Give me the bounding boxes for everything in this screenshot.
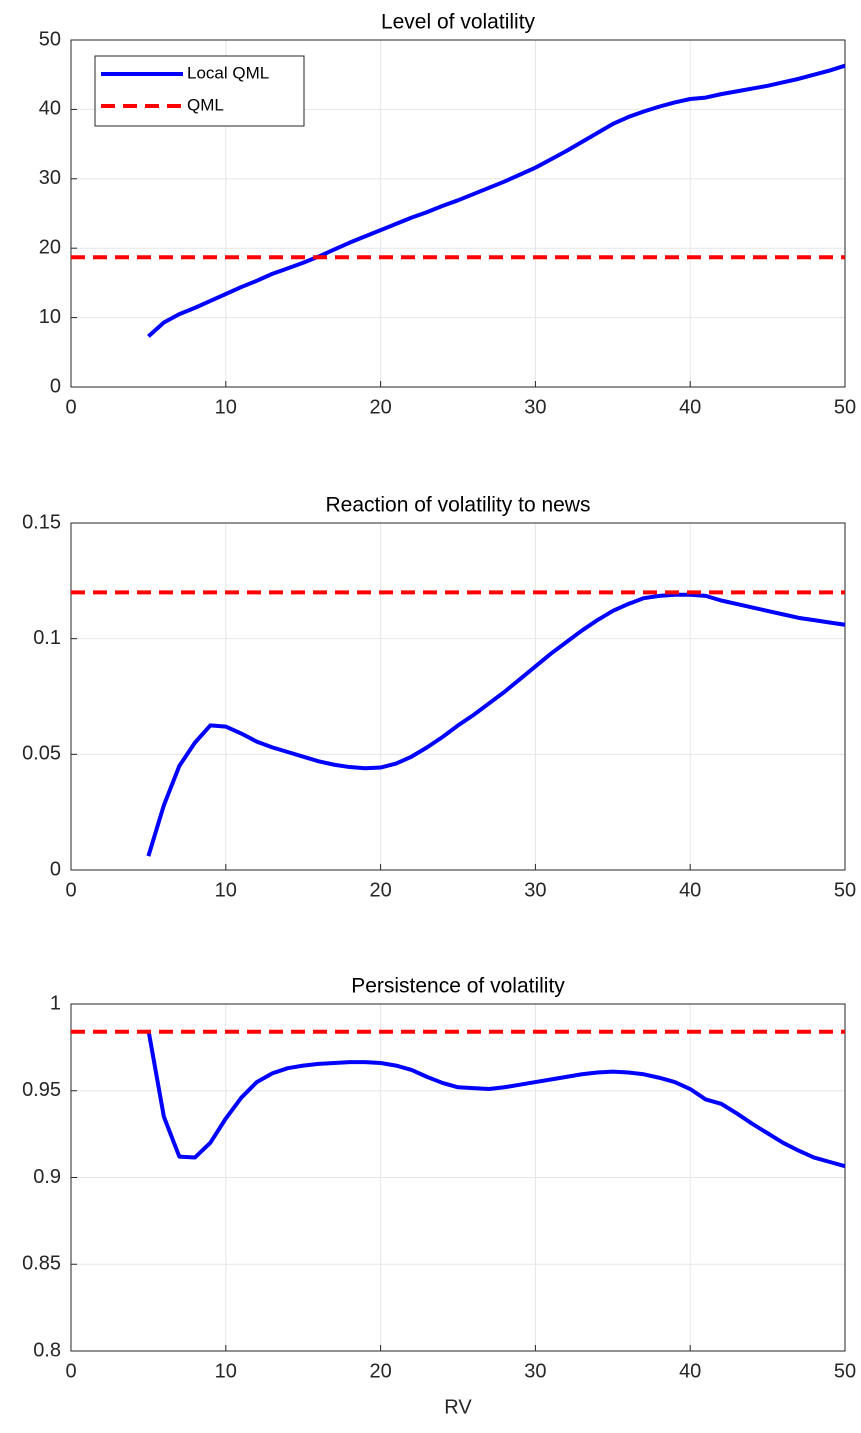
x-tick-label: 40 — [679, 396, 701, 418]
y-tick-label: 50 — [39, 28, 61, 50]
x-tick-label: 10 — [215, 396, 237, 418]
x-tick-label: 30 — [524, 879, 546, 901]
subplot: 0 10 20 30 40 50 0.8 0.85 0.9 0.95 1 Persistence of… — [22, 975, 856, 1419]
subplot: 0 10 20 30 40 50 0 10 20 30 40 50 Level of volatilit… — [39, 11, 856, 419]
chart-title: Level of volatility — [381, 11, 536, 34]
y-tick-label: 10 — [39, 306, 61, 328]
x-tick-label: 50 — [834, 396, 856, 418]
legend-label: Local QML — [187, 63, 269, 82]
y-tick-label: 0.85 — [22, 1253, 61, 1275]
x-tick-label: 30 — [524, 396, 546, 418]
subplot: 0 10 20 30 40 50 0 0.05 0.1 0.15 Reaction of volat… — [22, 494, 856, 902]
x-tick-label: 20 — [369, 1360, 391, 1382]
x-tick-label: 0 — [65, 1360, 76, 1382]
x-axis-label: RV — [444, 1396, 472, 1418]
data-line — [147, 63, 846, 338]
legend: Local QML QML — [94, 55, 305, 127]
y-tick-label: 40 — [39, 98, 61, 120]
y-tick-label: 0.8 — [33, 1339, 61, 1361]
y-tick-label: 0.1 — [33, 627, 61, 649]
data-line — [146, 592, 846, 857]
x-tick-label: 10 — [215, 879, 237, 901]
x-tick-label: 50 — [834, 1360, 856, 1382]
axes-box — [70, 39, 846, 388]
plot-area — [71, 523, 845, 870]
x-tick-label: 30 — [524, 1360, 546, 1382]
x-tick-label: 50 — [834, 879, 856, 901]
y-tick-label: 30 — [39, 167, 61, 189]
y-tick-label: 0.15 — [22, 511, 61, 533]
y-tick-label: 20 — [39, 236, 61, 258]
y-tick-label: 0.05 — [22, 743, 61, 765]
x-tick-label: 20 — [369, 879, 391, 901]
chart-title: Reaction of volatility to news — [326, 494, 591, 517]
legend-box — [94, 55, 305, 127]
y-tick-label: 0 — [50, 375, 61, 397]
x-tick-label: 0 — [65, 879, 76, 901]
x-tick-label: 0 — [65, 396, 76, 418]
x-tick-label: 40 — [679, 879, 701, 901]
y-tick-label: 0 — [50, 858, 61, 880]
x-tick-label: 40 — [679, 1360, 701, 1382]
data-line — [146, 1029, 846, 1169]
x-tick-label: 10 — [215, 1360, 237, 1382]
y-tick-label: 1 — [50, 992, 61, 1014]
y-tick-label: 0.95 — [22, 1079, 61, 1101]
axes-box — [70, 522, 846, 871]
axes-box — [70, 1003, 846, 1352]
legend-label: QML — [187, 95, 224, 114]
y-tick-label: 0.9 — [33, 1166, 61, 1188]
x-tick-label: 20 — [369, 396, 391, 418]
chart-title: Persistence of volatility — [351, 975, 565, 998]
